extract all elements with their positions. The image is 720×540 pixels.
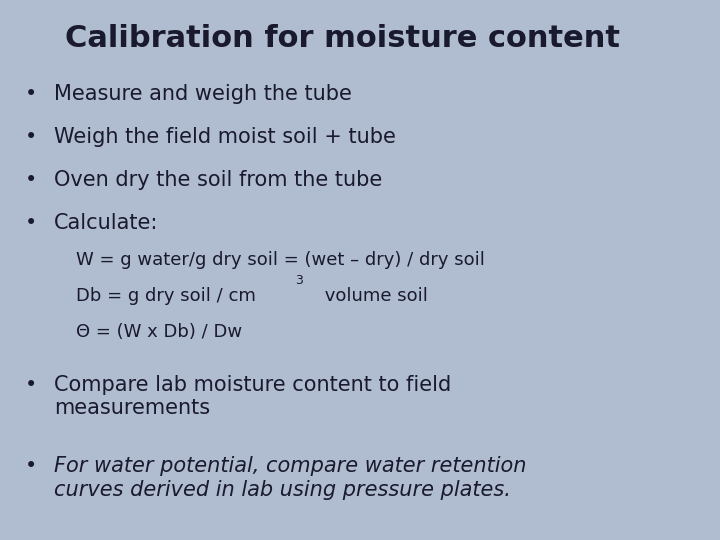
Text: •: • [25, 170, 37, 190]
Text: W = g water/g dry soil = (wet – dry) / dry soil: W = g water/g dry soil = (wet – dry) / d… [76, 251, 485, 269]
Text: Db = g dry soil / cm: Db = g dry soil / cm [76, 287, 256, 305]
Text: •: • [25, 213, 37, 233]
Text: volume soil: volume soil [319, 287, 428, 305]
Text: •: • [25, 456, 37, 476]
Text: Compare lab moisture content to field
measurements: Compare lab moisture content to field me… [54, 375, 451, 418]
Text: For water potential, compare water retention
curves derived in lab using pressur: For water potential, compare water reten… [54, 456, 526, 500]
Text: Weigh the field moist soil + tube: Weigh the field moist soil + tube [54, 127, 396, 147]
Text: Calibration for moisture content: Calibration for moisture content [65, 24, 620, 53]
Text: 3: 3 [295, 274, 303, 287]
Text: Oven dry the soil from the tube: Oven dry the soil from the tube [54, 170, 382, 190]
Text: •: • [25, 84, 37, 104]
Text: •: • [25, 375, 37, 395]
Text: •: • [25, 127, 37, 147]
Text: Measure and weigh the tube: Measure and weigh the tube [54, 84, 352, 104]
Text: Calculate:: Calculate: [54, 213, 158, 233]
Text: Θ = (W x Db) / Dw: Θ = (W x Db) / Dw [76, 323, 242, 341]
